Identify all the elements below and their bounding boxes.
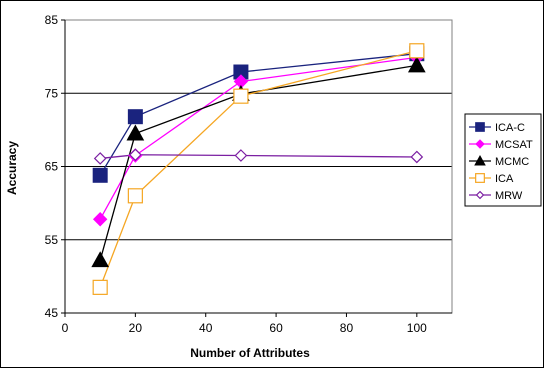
data-point-mcsat [92,212,108,227]
series-line-mrw [100,154,417,160]
legend-label-ica: ICA [495,173,514,185]
legend-marker-ica-c [475,122,485,132]
series-markers [91,43,426,295]
data-point-ica [92,279,108,295]
data-point-mrw [129,148,142,162]
x-tick-label: 80 [340,321,354,335]
series-line-ica-c [99,53,417,176]
legend-marker-mrw [475,190,485,200]
data-point-ica [409,43,425,59]
legend-label-mcmc: MCMC [495,156,529,168]
y-tick-label: 75 [45,86,59,100]
y-tick-label: 65 [45,160,59,174]
legend-label-ica-c: ICA-C [495,122,525,134]
data-point-mrw [410,150,424,164]
x-tick-label: 20 [129,321,143,335]
y-tick-label: 85 [45,13,59,27]
x-tick-label: 60 [269,321,283,335]
axes [61,19,452,317]
legend-marker-mcmc [474,155,486,166]
y-tick-label: 45 [45,306,59,320]
data-point-ica [127,188,143,204]
data-point-ica-c [92,167,108,183]
series-line-mcsat [99,56,417,220]
data-point-mrw [93,152,107,165]
data-point-mrw [234,149,248,162]
series-lines [99,50,417,288]
x-axis-title: Number of Attributes [190,346,310,360]
series-line-mcmc [99,64,417,261]
legend-marker-ica [475,173,485,183]
x-tick-label: 40 [199,321,213,335]
y-tick-label: 55 [45,233,59,247]
x-tick-label: 0 [62,321,69,335]
data-point-ica-c [127,109,143,125]
data-point-mcmc [91,251,110,268]
series-line-ica [99,50,417,288]
data-point-mcmc [126,124,145,141]
x-tick-label: 100 [407,321,427,335]
legend: ICA-C MCSAT MCMC ICA MRW [464,113,542,207]
legend-label-mrw: MRW [495,190,523,202]
data-point-mcmc [407,56,426,73]
legend-label-mcsat: MCSAT [495,139,533,151]
data-point-ica [233,88,249,104]
legend-marker-mcsat [475,139,485,149]
tick-labels: 45 55 65 75 85 0 20 40 60 80 100 [45,13,428,335]
y-axis-title: Accuracy [5,141,19,195]
